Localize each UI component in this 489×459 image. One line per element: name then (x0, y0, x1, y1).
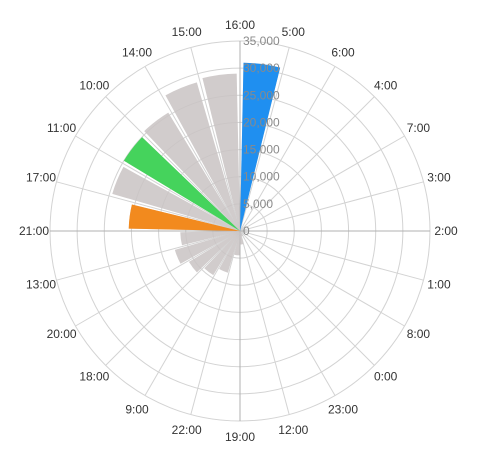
radial-tick-label: 10,000 (243, 170, 280, 184)
grid-spoke (75, 230, 241, 327)
background-bar (219, 231, 240, 273)
background-bar (202, 73, 240, 231)
background-bar (188, 231, 240, 273)
background-bar (240, 231, 243, 237)
radial-tick-label: 5,000 (243, 197, 273, 211)
background-bar (180, 231, 240, 246)
grid-spoke (144, 66, 241, 232)
category-label: 23:00 (328, 402, 358, 416)
category-label: 18:00 (79, 370, 109, 384)
radial-tick-label: 0 (243, 224, 250, 238)
background-bar (165, 82, 240, 232)
category-label: 4:00 (374, 78, 398, 92)
background-bar (240, 231, 244, 245)
category-label: 14:00 (122, 46, 152, 60)
category-label: 17:00 (26, 171, 56, 185)
grid-spoke (239, 230, 375, 366)
background-bar (144, 112, 240, 231)
background-bar (204, 231, 240, 276)
category-label: 16:00 (225, 18, 255, 32)
grid-spoke (239, 230, 405, 327)
grid-spoke (239, 181, 424, 232)
grid-spoke (239, 66, 336, 232)
radial-tick-label: 20,000 (243, 115, 280, 129)
category-label: 20:00 (47, 327, 77, 341)
grid-spoke (105, 230, 241, 366)
category-label: 22:00 (172, 423, 202, 437)
radial-tick-labels: 0 5,000 10,000 15,000 20,000 25,000 30,000 35,0… (243, 34, 280, 238)
category-label: 19:00 (225, 430, 255, 444)
highlight-bar (123, 137, 240, 231)
grid-spoke (239, 135, 405, 232)
highlight-bar (240, 62, 281, 231)
category-label: 3:00 (427, 171, 451, 185)
grid-spoke (144, 230, 241, 396)
grid-spoke (75, 135, 241, 232)
grid-spoke (105, 96, 241, 232)
category-label: 15:00 (172, 25, 202, 39)
category-label: 7:00 (407, 121, 431, 135)
category-label: 2:00 (434, 224, 458, 238)
grid-spoke (239, 230, 336, 396)
grid-spoke (190, 230, 241, 415)
highlight-bar (128, 204, 240, 231)
grid-spoke (190, 47, 241, 232)
background-bar (112, 166, 240, 231)
category-label: 10:00 (79, 78, 109, 92)
radial-tick-label: 35,000 (243, 34, 280, 48)
background-bar (174, 231, 240, 264)
grid-spoke (239, 96, 375, 232)
category-label: 13:00 (26, 277, 56, 291)
category-label: 0:00 (374, 370, 398, 384)
category-label: 12:00 (278, 423, 308, 437)
background-bar (234, 231, 240, 256)
category-label: 9:00 (125, 402, 149, 416)
category-label: 5:00 (282, 25, 306, 39)
category-label: 6:00 (331, 46, 355, 60)
radial-tick-label: 25,000 (243, 88, 280, 102)
grid-spoke (239, 230, 424, 281)
category-label: 21:00 (19, 224, 49, 238)
grid-spoke (56, 230, 241, 281)
grid-spoke (239, 47, 290, 232)
category-label: 11:00 (47, 121, 76, 135)
radial-tick-label: 30,000 (243, 61, 280, 75)
grid-spoke (56, 181, 241, 232)
category-labels: 16:00 5:00 6:00 4:00 7:00 3:00 2:00 1:00 8:00 0:0… (19, 18, 458, 444)
category-label: 1:00 (427, 277, 451, 291)
grid-spoke (239, 230, 290, 415)
radial-tick-label: 15,000 (243, 143, 280, 157)
highlight-bars (123, 62, 281, 231)
grid-layer (49, 40, 431, 422)
category-label: 8:00 (407, 327, 431, 341)
